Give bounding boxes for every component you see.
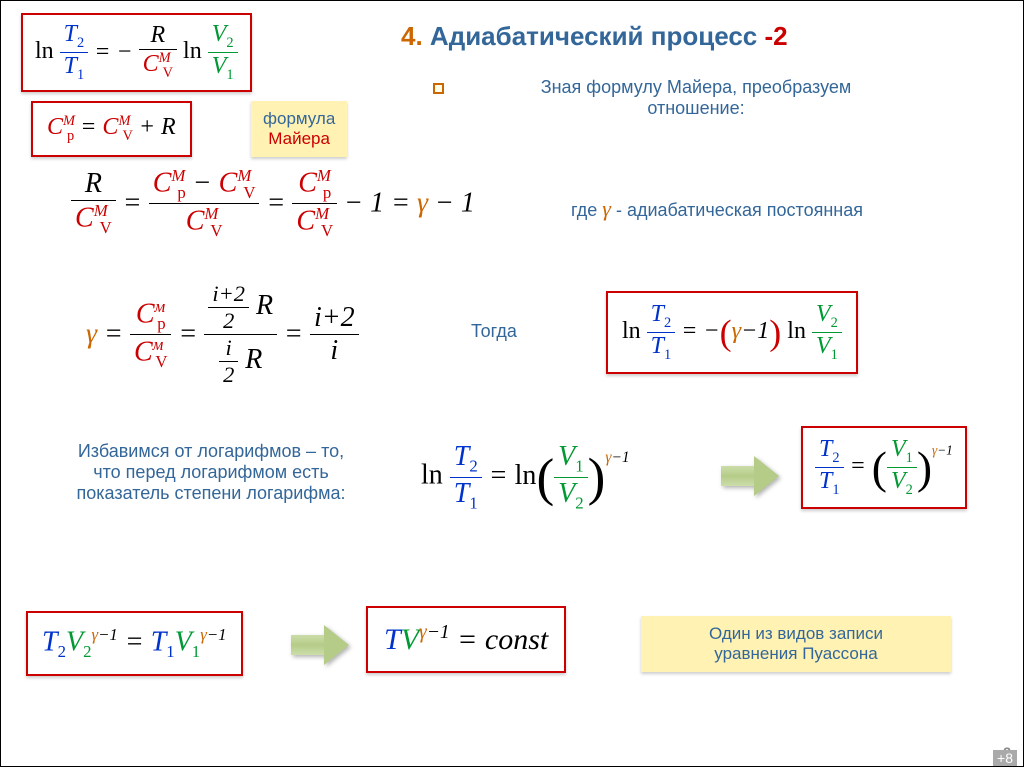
- poisson-label: Один из видов записи уравнения Пуассона: [641, 616, 951, 672]
- arrow-icon: [721, 456, 781, 496]
- mayer-label: формула Майера: [251, 101, 347, 157]
- mayer-label-l2: Майера: [263, 129, 335, 149]
- gamma-ln-box: ln T2T1 = −(γ−1) ln V2V1: [606, 291, 858, 374]
- ratio-eq: RCMV = CMp − CMVCMV = CMpCMV − 1 = γ − 1: [71, 166, 475, 241]
- poisson-l1: Один из видов записи: [653, 624, 939, 644]
- log-l1: Избавимся от логарифмов – то,: [31, 441, 391, 462]
- plus8-badge: +8: [993, 750, 1017, 766]
- ln-ratio-eq: ln T2T1 = ln(V1V2)γ−1: [421, 441, 630, 513]
- bullet-text: Зная формулу Майера, преобразуем отношен…: [461, 77, 931, 119]
- bullet-l1: Зная формулу Майера, преобразуем: [461, 77, 931, 98]
- log-text: Избавимся от логарифмов – то, что перед …: [31, 441, 391, 504]
- mayer-box: CMp = CMV + R: [31, 101, 192, 157]
- poisson1-box: T2V2γ−1 = T1V1γ−1: [26, 611, 243, 676]
- mayer-label-l1: формула: [263, 109, 335, 129]
- slide-title: 4. Адиабатический процесс -2: [401, 21, 788, 52]
- ratio-pow-box: T2T1 = (V1V2)γ−1: [801, 426, 967, 509]
- togda-text: Тогда: [471, 321, 517, 342]
- log-l3: показатель степени логарифма:: [31, 483, 391, 504]
- bullet-icon: [433, 83, 444, 94]
- arrow-icon: [291, 625, 351, 665]
- poisson2-box: TVγ−1 = const: [366, 606, 566, 673]
- title-number: 4.: [401, 21, 423, 51]
- gamma-caption: где γ - адиабатическая постоянная: [571, 196, 863, 222]
- poisson-l2: уравнения Пуассона: [653, 644, 939, 664]
- title-main: Адиабатический процесс: [430, 21, 757, 51]
- log-l2: что перед логарифмом есть: [31, 462, 391, 483]
- eq1-box: ln T2T1 = − RCMV ln V2V1: [21, 13, 252, 92]
- title-suffix: -2: [764, 21, 787, 51]
- bullet-l2: отношение:: [461, 98, 931, 119]
- gamma-eq: γ = CмpCмV = i+22 R i2 R = i+2i: [86, 281, 359, 388]
